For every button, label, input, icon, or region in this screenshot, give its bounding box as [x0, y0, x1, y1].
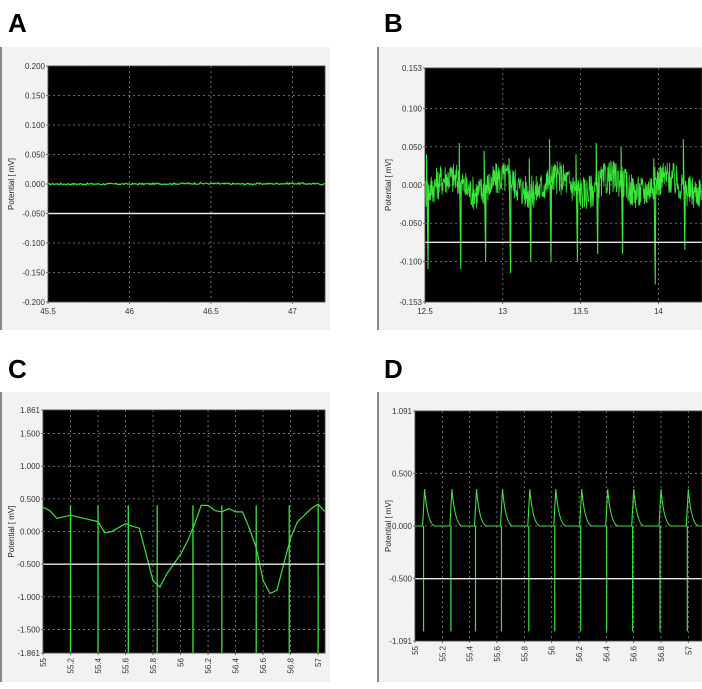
x-tick-label: 55: [411, 645, 420, 654]
y-tick-label: 1.091: [392, 407, 413, 416]
x-tick-label: 55.4: [466, 645, 475, 661]
x-tick-label: 45.5: [40, 307, 56, 316]
x-tick-label: 14: [654, 307, 663, 316]
x-tick-label: 13: [498, 307, 507, 316]
x-tick-label: 55.6: [122, 657, 131, 673]
y-tick-label: -0.150: [22, 269, 45, 278]
chart-b: 0.153 0.100 0.050 0.000 -0.050 -0.100 -0.15312…: [377, 47, 702, 330]
x-tick-label: 56.8: [287, 657, 296, 673]
x-tick-label: 47: [288, 307, 297, 316]
y-tick-label: 0.000: [25, 180, 46, 189]
y-tick-label: 0.100: [25, 121, 46, 130]
chart-a: 0.200 0.150 0.100 0.050 0.000 -0.050 -0.100 -0.…: [0, 47, 330, 330]
y-tick-label: 0.150: [25, 92, 46, 101]
y-tick-label: -0.200: [22, 298, 45, 307]
x-tick-label: 57: [684, 645, 693, 654]
x-tick-label: 55.8: [149, 657, 158, 673]
y-tick-label: -0.100: [399, 257, 422, 266]
y-tick-label: -0.500: [389, 575, 412, 584]
spike: [682, 139, 686, 251]
spike: [653, 158, 657, 285]
x-tick-label: 56.8: [657, 645, 666, 661]
chart-c: 1.861 1.500 1.000 0.500 0.000 -0.500 -1.000 -1.…: [0, 392, 330, 682]
spike: [426, 154, 430, 270]
trace-group: [48, 181, 325, 186]
y-axis-label: Potential [ mV]: [7, 158, 16, 210]
y-tick-label: 0.500: [20, 495, 41, 504]
spike: [458, 142, 462, 270]
x-tick-label: 57: [314, 657, 323, 666]
x-tick-label: 56.6: [259, 657, 268, 673]
panel-label-a: A: [8, 8, 27, 38]
x-tick-label: 56.2: [204, 657, 213, 673]
y-tick-label: -0.050: [399, 219, 422, 228]
y-tick-label: 0.000: [402, 181, 423, 190]
spike: [575, 154, 579, 262]
spike: [548, 139, 553, 262]
x-tick-label: 56.6: [630, 645, 639, 661]
spike: [483, 150, 487, 262]
y-tick-label: -0.050: [22, 210, 45, 219]
x-tick-label: 56: [177, 657, 186, 666]
y-axis-label: Potential [ mV]: [384, 159, 393, 211]
series-line: [43, 503, 325, 595]
x-tick-label: 55.6: [493, 645, 502, 661]
x-tick-label: 12.5: [417, 307, 433, 316]
panel-left-border: [377, 392, 379, 682]
y-tick-label: -0.500: [17, 560, 40, 569]
panel-left-border: [0, 392, 2, 682]
x-tick-label: 46.5: [203, 307, 219, 316]
plot-border: [42, 409, 326, 654]
x-tick-label: 55.2: [67, 657, 76, 673]
x-tick-label: 55: [39, 657, 48, 666]
x-tick-label: 56: [548, 645, 557, 654]
x-tick-label: 55.2: [438, 645, 447, 661]
y-tick-label: 0.000: [20, 528, 41, 537]
x-tick-label: 55.8: [520, 645, 529, 661]
y-tick-label: -0.153: [399, 298, 422, 307]
spike: [595, 142, 599, 254]
y-tick-label: 1.861: [20, 406, 41, 415]
y-tick-label: 1.000: [20, 462, 41, 471]
y-tick-label: 0.200: [25, 62, 46, 71]
y-axis-label: Potential [ mV]: [7, 505, 16, 557]
x-tick-label: 46: [125, 307, 134, 316]
y-tick-label: -1.861: [17, 649, 40, 658]
y-tick-label: -1.000: [17, 593, 40, 602]
series-line: [415, 489, 702, 527]
y-tick-label: -1.500: [17, 625, 40, 634]
plot-border: [414, 410, 702, 642]
x-tick-label: 13.5: [573, 307, 589, 316]
series-line: [48, 181, 325, 186]
panel-label-b: B: [384, 8, 403, 38]
series-line: [425, 160, 702, 210]
trace-group: [425, 139, 702, 285]
x-tick-label: 56.2: [575, 645, 584, 661]
y-axis-label: Potential [ mV]: [384, 500, 393, 552]
panel-left-border: [0, 47, 2, 330]
spike: [528, 158, 532, 262]
y-tick-label: 0.100: [402, 105, 423, 114]
x-tick-label: 56.4: [232, 657, 241, 673]
x-tick-label: 55.4: [94, 657, 103, 673]
y-tick-label: 1.500: [20, 430, 41, 439]
trace-group: [43, 503, 325, 653]
spike: [508, 158, 512, 273]
plot-border: [47, 65, 326, 303]
spike: [620, 146, 624, 254]
panel-label-d: D: [384, 354, 403, 384]
panel-left-border: [377, 47, 379, 330]
y-tick-label: 0.050: [402, 143, 423, 152]
plot-border: [424, 67, 702, 303]
y-tick-label: -1.091: [389, 637, 412, 646]
y-tick-label: 0.153: [402, 64, 423, 73]
x-tick-label: 56.4: [602, 645, 611, 661]
y-tick-label: 0.500: [392, 469, 413, 478]
panel-label-c: C: [8, 354, 27, 384]
y-tick-label: -0.100: [22, 239, 45, 248]
y-tick-label: 0.000: [392, 522, 413, 531]
y-tick-label: 0.050: [25, 151, 46, 160]
